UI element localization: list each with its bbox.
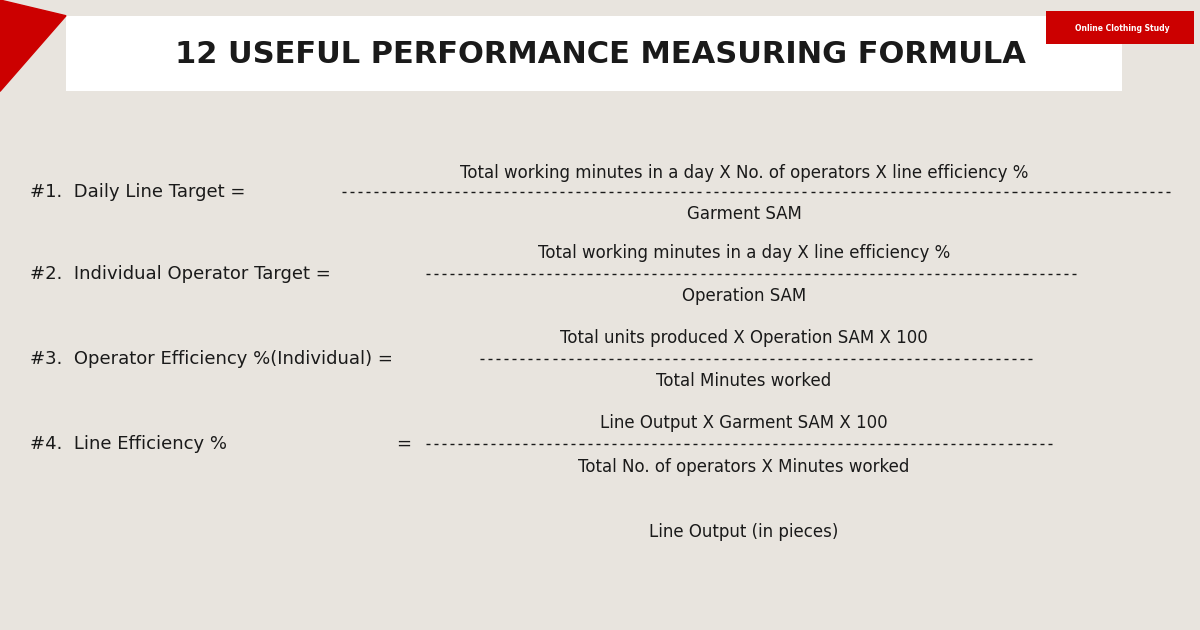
Text: #4.  Line Efficiency %: #4. Line Efficiency %	[30, 435, 227, 453]
Text: Total No. of operators X Minutes worked: Total No. of operators X Minutes worked	[578, 459, 910, 476]
Text: Total working minutes in a day X line efficiency %: Total working minutes in a day X line ef…	[538, 244, 950, 262]
Text: #3.  Operator Efficiency %(Individual) =: #3. Operator Efficiency %(Individual) =	[30, 350, 392, 368]
Text: 12 USEFUL PERFORMANCE MEASURING FORMULA: 12 USEFUL PERFORMANCE MEASURING FORMULA	[174, 40, 1026, 69]
Text: #2.  Individual Operator Target =: #2. Individual Operator Target =	[30, 265, 331, 283]
Text: Operation SAM: Operation SAM	[682, 287, 806, 305]
Text: Total Minutes worked: Total Minutes worked	[656, 372, 832, 390]
Text: #1.  Daily Line Target =: #1. Daily Line Target =	[30, 183, 245, 201]
Text: Garment SAM: Garment SAM	[686, 205, 802, 223]
FancyBboxPatch shape	[1046, 11, 1194, 44]
Text: =: =	[396, 435, 410, 453]
Polygon shape	[0, 0, 66, 91]
Text: Line Output X Garment SAM X 100: Line Output X Garment SAM X 100	[600, 415, 888, 432]
Text: Online Clothing Study: Online Clothing Study	[1075, 24, 1169, 33]
FancyBboxPatch shape	[66, 16, 1122, 91]
Text: Total units produced X Operation SAM X 100: Total units produced X Operation SAM X 1…	[560, 329, 928, 347]
Text: Total working minutes in a day X No. of operators X line efficiency %: Total working minutes in a day X No. of …	[460, 164, 1028, 182]
Text: Line Output (in pieces): Line Output (in pieces)	[649, 524, 839, 541]
